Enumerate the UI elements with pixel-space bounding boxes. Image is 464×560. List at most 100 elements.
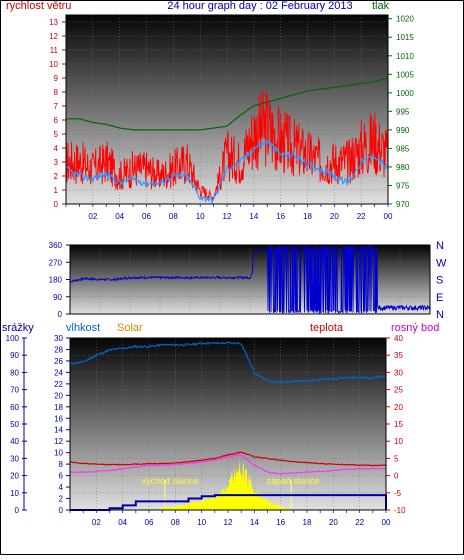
sunset-annotation: západ slunce <box>266 476 319 486</box>
temp-tick-label: 40 <box>394 334 403 343</box>
panel-2-series <box>69 244 431 315</box>
x-tick-label: 00 <box>382 518 391 527</box>
sunrise-annotation: východ slunce <box>141 476 198 486</box>
compass-label: E <box>436 292 443 304</box>
humidity-tick-label: 6 <box>59 472 64 481</box>
x-tick-label: 16 <box>276 212 285 221</box>
rain-label: srážky <box>2 322 34 334</box>
series-line-temperature <box>69 451 387 467</box>
left-tick-label: 9 <box>54 74 59 83</box>
right-tick-label: 1010 <box>396 52 414 61</box>
temp-tick-label: 35 <box>394 351 403 360</box>
series-line-pressure <box>66 77 389 131</box>
compass-label: N <box>436 309 444 321</box>
left-tick-label: 0 <box>54 200 59 209</box>
panel-1-series <box>65 77 389 206</box>
panel-1-x-axis: 02 04 06 08 10 12 14 16 18 20 22 00 <box>65 204 393 221</box>
rain-tick-label: 100 <box>6 334 20 343</box>
x-tick-label: 04 <box>118 518 127 527</box>
panel-3-background <box>70 338 386 510</box>
left-tick-label: 5 <box>54 130 59 139</box>
x-tick-label: 10 <box>196 212 205 221</box>
right-tick-label: 995 <box>396 107 410 116</box>
left-tick-label: 12 <box>49 32 58 41</box>
left-tick-label: 0 <box>58 310 63 319</box>
series-line-gust <box>65 138 389 206</box>
rain-tick-label: 40 <box>10 437 19 446</box>
rain-tick-label: 30 <box>10 454 19 463</box>
series-line-direction <box>69 244 431 315</box>
left-tick-label: 6 <box>54 116 59 125</box>
left-tick-label: 10 <box>49 60 58 69</box>
left-tick-label: 4 <box>54 144 59 153</box>
x-tick-label: 06 <box>145 518 154 527</box>
dewpoint-label: rosný bod <box>391 322 439 334</box>
panel-3-series <box>69 341 387 511</box>
right-tick-label: 980 <box>396 163 410 172</box>
temp-tick-label: -10 <box>394 506 406 515</box>
humidity-tick-label: 14 <box>54 426 63 435</box>
left-tick-label: 8 <box>54 88 59 97</box>
right-tick-label: 975 <box>396 181 410 190</box>
left-tick-label: 90 <box>53 293 62 302</box>
x-tick-label: 22 <box>357 212 366 221</box>
x-tick-label: 12 <box>223 212 232 221</box>
left-tick-label: 11 <box>50 46 59 55</box>
temp-tick-label: 0 <box>394 472 399 481</box>
humidity-tick-label: 24 <box>54 368 63 377</box>
rain-tick-label: 60 <box>10 403 19 412</box>
compass-label: S <box>436 275 443 287</box>
left-tick-label: 3 <box>54 158 59 167</box>
right-tick-label: 970 <box>396 200 410 209</box>
left-tick-label: 13 <box>49 18 58 27</box>
x-tick-label: 08 <box>171 518 180 527</box>
compass-label: N <box>436 240 444 252</box>
right-tick-label: 1020 <box>396 15 414 24</box>
humidity-tick-label: 28 <box>54 345 63 354</box>
humidity-tick-label: 26 <box>54 357 63 366</box>
humidity-tick-label: 4 <box>59 483 64 492</box>
right-tick-label: 990 <box>396 126 410 135</box>
temperature-label: teplota <box>310 322 344 334</box>
x-tick-label: 02 <box>92 518 101 527</box>
compass-label: W <box>436 257 447 269</box>
x-tick-label: 22 <box>355 518 364 527</box>
panel-1-right-axis: 970 975 980 985 990 995 1000 1005 1010 1015 1020 <box>388 15 414 209</box>
x-tick-label: 00 <box>384 212 393 221</box>
humidity-tick-label: 20 <box>54 391 63 400</box>
series-line-humidity <box>69 341 387 384</box>
x-tick-label: 20 <box>330 212 339 221</box>
panel-3-x-axis: 02 04 06 08 10 12 14 16 18 20 22 00 <box>69 510 391 527</box>
x-tick-label: 06 <box>142 212 151 221</box>
series-area-solar <box>149 458 294 510</box>
humidity-tick-label: 10 <box>54 449 63 458</box>
rain-tick-label: 10 <box>10 489 19 498</box>
rain-tick-label: 50 <box>10 420 19 429</box>
temp-tick-label: 15 <box>394 420 403 429</box>
temp-tick-label: 5 <box>394 454 399 463</box>
x-tick-label: 14 <box>249 212 258 221</box>
left-tick-label: 1 <box>54 186 59 195</box>
x-tick-label: 10 <box>197 518 206 527</box>
x-tick-label: 20 <box>329 518 338 527</box>
rain-tick-label: 90 <box>10 351 19 360</box>
left-tick-label: 180 <box>49 276 63 285</box>
solar-label: Solar <box>117 322 143 334</box>
temp-tick-label: 20 <box>394 403 403 412</box>
right-tick-label: 985 <box>396 144 410 153</box>
humidity-tick-label: 8 <box>59 460 64 469</box>
humidity-tick-label: 2 <box>59 495 64 504</box>
x-tick-label: 02 <box>88 212 97 221</box>
left-tick-label: 360 <box>49 241 63 250</box>
x-tick-label: 14 <box>250 518 259 527</box>
temp-tick-label: 25 <box>394 386 403 395</box>
humidity-tick-label: 30 <box>54 334 63 343</box>
series-line-rain <box>70 494 387 511</box>
x-tick-label: 18 <box>303 518 312 527</box>
panel-3-temperature-axis: -10 -5 0 5 10 15 20 25 30 35 40 <box>386 334 406 515</box>
